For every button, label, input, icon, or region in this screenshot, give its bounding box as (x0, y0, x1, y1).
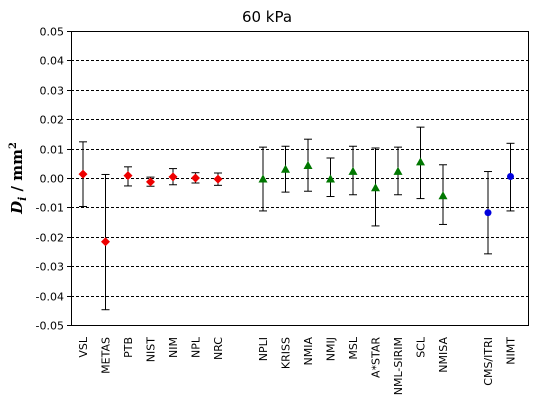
data-point-triangle (393, 166, 403, 175)
x-tick-label: NML-SIRIM (392, 337, 405, 395)
y-axis-label-superscript: 2 (8, 142, 19, 149)
x-axis: VSL METAS PTB NIST NIM NPL NRC NPLI KRISS NMIA NMI… (77, 336, 518, 395)
y-tick-label: -0.05 (36, 320, 64, 333)
data-point-circle (507, 173, 514, 181)
plot-frame (71, 31, 529, 326)
x-tick-label: METAS (100, 337, 113, 374)
y-axis: -0.05 -0.04 -0.03 -0.02 -0.01 0.00 0.01 0.02 0.0… (36, 26, 71, 333)
data-point-circle (484, 209, 492, 217)
y-tick-label: 0.03 (40, 85, 65, 98)
data-point-diamond (101, 237, 110, 247)
y-tick-label: -0.02 (36, 232, 64, 245)
data-point-triangle (438, 191, 448, 200)
data-point-diamond (78, 169, 88, 179)
data-point-diamond (213, 174, 223, 184)
data-point-diamond (191, 173, 200, 183)
y-tick-label: -0.01 (36, 202, 64, 215)
x-tick-label: NMIA (302, 337, 315, 366)
x-tick-label: SCL (415, 336, 428, 358)
x-tick-label: NIM (167, 337, 180, 358)
y-tick-label: 0.02 (40, 114, 65, 127)
x-tick-label: VSL (77, 336, 90, 358)
x-tick-label: A*STAR (370, 337, 383, 378)
data-point-triangle (326, 174, 335, 183)
y-tick-label: 0.00 (40, 173, 65, 186)
y-tick-label: 0.05 (40, 26, 65, 39)
x-tick-label: KRISS (280, 337, 293, 369)
x-tick-label: NMIJ (325, 337, 338, 361)
gridlines (71, 31, 529, 326)
y-axis-label: Di / mm2 (8, 142, 29, 215)
x-tick-label: MSL (347, 336, 360, 359)
y-tick-label: 0.04 (40, 55, 65, 68)
data-series (78, 126, 515, 311)
x-tick-label: PTB (122, 337, 135, 358)
y-tick-label: -0.04 (36, 291, 64, 304)
x-tick-label: NMISA (437, 337, 450, 373)
x-tick-label: NIMT (505, 337, 518, 365)
data-point-diamond (168, 172, 178, 182)
x-tick-label: CMS/ITRI (482, 337, 495, 386)
data-point-triangle (258, 174, 268, 183)
y-axis-label-subscript: i (16, 197, 29, 201)
data-point-triangle (281, 164, 290, 173)
chart-title: 60 kPa (242, 8, 292, 26)
x-tick-label: NRC (212, 337, 225, 360)
data-point-diamond (123, 171, 133, 181)
y-tick-label: 0.01 (40, 144, 65, 157)
data-point-triangle (371, 183, 380, 192)
x-tick-label: NPL (190, 336, 203, 358)
x-tick-label: NIST (145, 337, 158, 362)
x-tick-label: NPLI (257, 337, 270, 361)
data-point-triangle (303, 160, 313, 169)
data-point-diamond (146, 177, 155, 187)
data-point-triangle (416, 157, 425, 166)
data-point-triangle (348, 166, 358, 175)
y-axis-label-unit: / mm (8, 149, 26, 197)
y-axis-label-symbol: D (8, 201, 26, 215)
y-tick-label: -0.03 (36, 261, 64, 274)
